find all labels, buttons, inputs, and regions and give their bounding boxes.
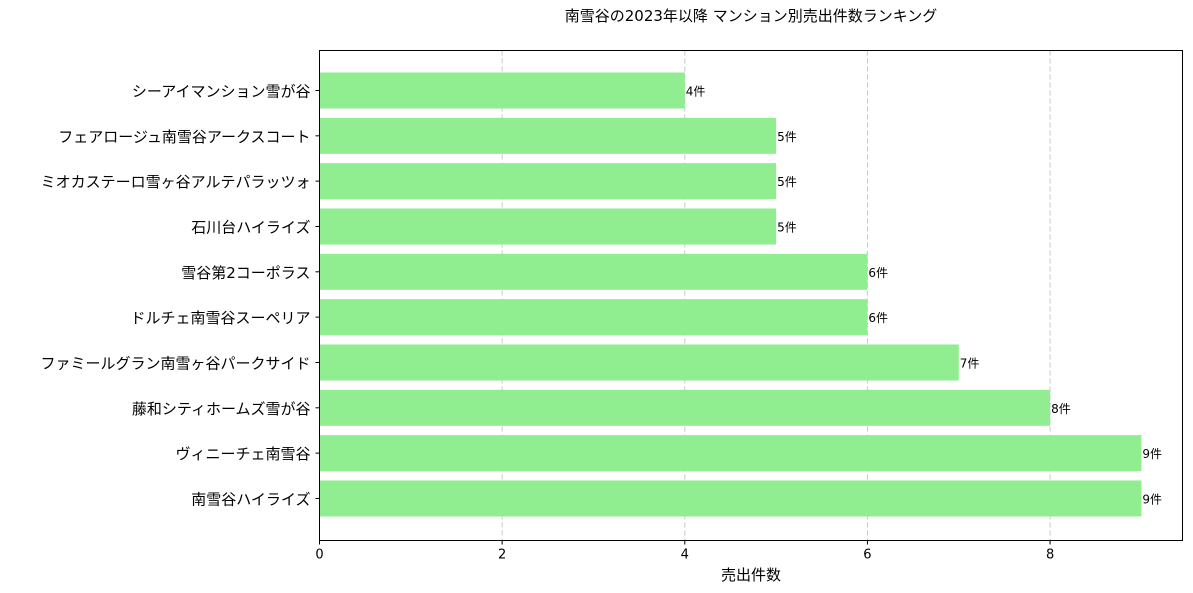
data-label: 6件 [868,266,888,280]
data-label: 7件 [960,356,980,370]
y-tick-label: ミオカステーロ雪ヶ谷アルテパラッツォ [41,173,311,191]
bar [319,344,959,381]
chart-title: 南雪谷の2023年以降 マンション別売出件数ランキング [565,7,938,25]
y-tick-label: ヴィニーチェ南雪谷 [175,445,310,463]
bar [319,253,868,290]
x-tick-label: 2 [498,548,506,563]
x-axis-label: 売出件数 [721,566,781,584]
bar [319,389,1051,426]
data-label: 8件 [1051,402,1071,416]
x-tick-label: 0 [315,548,323,563]
x-tick-label: 4 [681,548,689,563]
data-label: 5件 [777,175,797,189]
x-tick-label: 6 [863,548,871,563]
bar [319,117,777,154]
bar [319,163,777,200]
data-label: 9件 [1142,492,1162,506]
bar [319,72,685,109]
y-tick-label: シーアイマンション雪が谷 [132,83,311,101]
y-tick-label: 南雪谷ハイライズ [191,490,310,508]
y-tick-label: フェアロージュ南雪谷アークスコート [58,128,310,146]
y-tick-label: 雪谷第2コーポラス [181,264,310,282]
y-tick-label: 藤和シティホームズ雪が谷 [132,400,311,418]
data-label: 9件 [1142,447,1162,461]
plot-frame [319,50,1183,541]
bar [319,208,777,245]
data-label: 4件 [686,85,706,99]
data-label: 5件 [777,220,797,234]
y-tick-label: ドルチェ南雪谷スーペリア [130,309,310,327]
data-label: 5件 [777,130,797,144]
y-tick-label: 石川台ハイライズ [191,218,310,236]
x-tick-label: 8 [1046,548,1054,563]
data-label: 6件 [868,311,888,325]
bar [319,435,1142,472]
y-tick-label: ファミールグラン南雪ヶ谷パークサイド [40,354,310,372]
bar [319,480,1142,517]
bar [319,299,868,336]
